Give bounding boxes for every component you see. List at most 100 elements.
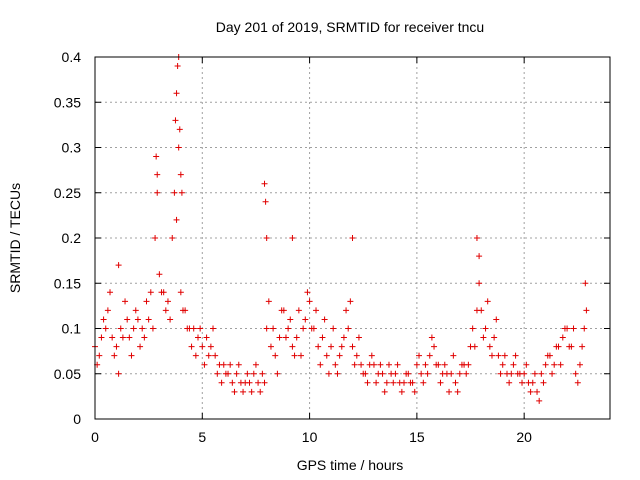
data-point	[287, 316, 294, 323]
data-point	[476, 280, 483, 287]
data-point	[390, 379, 397, 386]
data-point	[510, 361, 517, 368]
data-point	[289, 235, 296, 241]
data-point	[124, 316, 131, 323]
data-point	[262, 198, 269, 205]
data-point	[583, 307, 590, 314]
data-point	[132, 307, 139, 314]
data-point	[398, 388, 405, 395]
data-point	[478, 307, 485, 314]
x-axis-label: GPS time / hours	[297, 457, 404, 473]
data-point	[304, 289, 311, 296]
data-point	[574, 379, 581, 386]
data-point	[351, 361, 358, 368]
data-point	[437, 379, 444, 386]
data-point	[450, 352, 457, 359]
data-point	[195, 334, 201, 341]
data-point	[293, 334, 300, 341]
data-point	[463, 370, 470, 377]
data-point	[576, 361, 583, 368]
data-point	[321, 316, 328, 323]
data-point	[473, 235, 480, 241]
data-point	[291, 352, 298, 359]
y-tick-label: 0.35	[54, 94, 81, 110]
data-point	[130, 325, 137, 332]
data-point	[306, 298, 313, 305]
data-point	[379, 370, 386, 377]
data-point	[143, 298, 150, 305]
data-point	[199, 343, 206, 350]
data-point	[561, 325, 568, 332]
data-point	[126, 334, 133, 341]
data-point	[177, 171, 184, 178]
data-point	[428, 334, 435, 341]
data-point	[521, 370, 528, 377]
data-point	[582, 280, 589, 287]
x-tick-label: 20	[516, 429, 532, 445]
data-point	[178, 189, 185, 196]
data-point	[538, 370, 545, 377]
data-point	[171, 189, 178, 196]
data-point	[172, 117, 179, 124]
data-point	[368, 352, 375, 359]
data-point	[495, 352, 502, 359]
y-tick-label: 0.1	[62, 321, 82, 337]
data-point	[523, 361, 530, 368]
data-point	[113, 343, 120, 350]
data-point	[347, 298, 354, 305]
data-point	[197, 325, 204, 332]
data-point	[458, 361, 465, 368]
data-point	[176, 126, 183, 133]
data-point	[508, 370, 515, 377]
data-point	[345, 325, 352, 332]
data-point	[407, 379, 414, 386]
data-point	[128, 352, 135, 359]
data-point	[257, 388, 264, 395]
data-point	[190, 325, 197, 332]
data-point	[315, 343, 322, 350]
data-point	[373, 379, 380, 386]
data-point	[328, 343, 335, 350]
data-point	[469, 325, 476, 332]
data-point	[540, 379, 547, 386]
data-point	[252, 361, 259, 368]
data-point	[282, 334, 289, 341]
data-point	[422, 361, 429, 368]
data-point	[109, 334, 116, 341]
data-point	[173, 90, 180, 97]
data-point	[416, 352, 423, 359]
data-point	[355, 334, 362, 341]
data-point	[267, 343, 274, 350]
data-point	[349, 235, 356, 241]
data-point	[298, 352, 304, 359]
data-point	[134, 316, 141, 323]
data-point	[456, 370, 463, 377]
data-point	[300, 325, 307, 332]
data-point	[302, 316, 309, 323]
data-point	[111, 352, 118, 359]
data-point	[177, 289, 184, 296]
data-point	[480, 334, 487, 341]
data-point	[308, 325, 315, 332]
data-point	[353, 352, 360, 359]
data-point	[358, 361, 365, 368]
y-tick-label: 0.05	[54, 366, 81, 382]
data-point	[536, 397, 543, 404]
data-point	[482, 325, 489, 332]
data-point	[426, 352, 433, 359]
data-point	[501, 352, 508, 359]
data-point	[295, 307, 302, 314]
x-tick-label: 10	[302, 429, 318, 445]
data-point	[212, 352, 219, 359]
data-point	[313, 307, 320, 314]
data-point	[107, 289, 114, 296]
data-point	[549, 370, 556, 377]
data-point	[122, 298, 129, 305]
data-point	[201, 361, 208, 368]
data-point	[263, 325, 270, 332]
data-point	[261, 180, 268, 187]
data-point	[385, 361, 392, 368]
data-point	[424, 370, 431, 377]
data-point	[317, 361, 324, 368]
